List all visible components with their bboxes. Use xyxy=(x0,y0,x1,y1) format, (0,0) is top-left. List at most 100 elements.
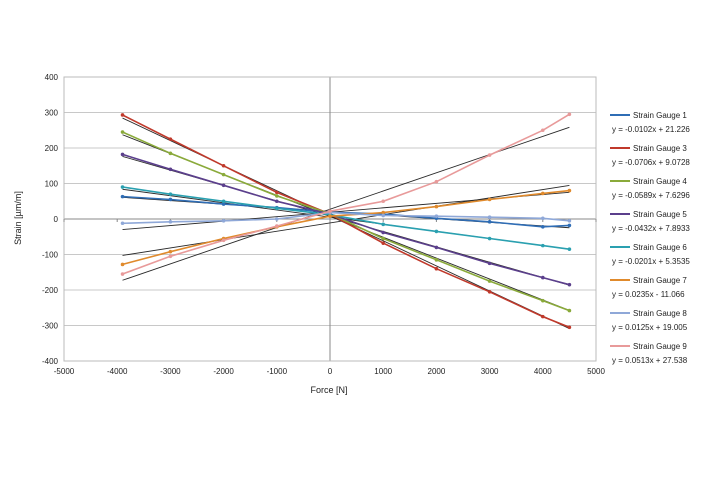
x-tick-label: 4000 xyxy=(534,367,552,376)
data-point xyxy=(381,222,386,227)
data-series-line xyxy=(122,153,570,286)
y-tick-label: -100 xyxy=(42,251,59,260)
data-point xyxy=(487,279,492,283)
legend-equation: y = -0.0589x + 7.6296 xyxy=(612,191,690,200)
data-point xyxy=(487,289,492,294)
x-tick-label: -4000 xyxy=(107,367,128,376)
data-point xyxy=(221,202,226,206)
data-point xyxy=(541,314,545,319)
data-point xyxy=(120,272,125,276)
legend-series-name: Strain Gauge 7 xyxy=(633,276,687,285)
legend-series-name: Strain Gauge 3 xyxy=(633,144,687,153)
data-point xyxy=(567,112,572,117)
data-point xyxy=(120,152,125,157)
data-point xyxy=(381,236,386,241)
data-point xyxy=(434,214,439,218)
x-tick-label: -1000 xyxy=(267,367,288,376)
data-point xyxy=(541,243,545,248)
data-point xyxy=(120,185,125,189)
data-point xyxy=(168,167,173,172)
legend-series-name: Strain Gauge 5 xyxy=(633,210,687,219)
data-point xyxy=(381,210,386,215)
data-point xyxy=(168,137,173,141)
data-point xyxy=(567,218,572,223)
data-point xyxy=(487,153,492,157)
x-tick-label: 2000 xyxy=(428,367,446,376)
data-point xyxy=(487,197,492,202)
data-point xyxy=(434,229,439,234)
data-point xyxy=(487,236,492,241)
data-point xyxy=(434,258,439,262)
y-tick-label: 200 xyxy=(45,144,59,153)
data-point xyxy=(567,188,572,193)
legend: Strain Gauge 1 y = -0.0102x + 21.226 Strai… xyxy=(610,111,690,365)
y-tick-label: -400 xyxy=(42,357,59,366)
legend-equation: y = -0.0432x + 7.8933 xyxy=(612,224,690,233)
y-tick-label: -300 xyxy=(42,322,59,331)
data-point xyxy=(567,308,572,313)
data-point xyxy=(275,190,279,195)
data-point xyxy=(275,206,279,211)
data-point xyxy=(567,223,572,228)
data-point xyxy=(567,282,572,287)
x-axis-title: Force [N] xyxy=(310,385,347,395)
data-point xyxy=(434,204,439,209)
y-tick-label: 300 xyxy=(45,109,59,118)
data-point xyxy=(381,241,386,245)
x-tick-label: -3000 xyxy=(160,367,181,376)
data-point xyxy=(487,220,492,224)
y-tick-label: -200 xyxy=(42,286,59,295)
data-point xyxy=(434,266,439,271)
legend-series-name: Strain Gauge 9 xyxy=(633,342,687,351)
x-tick-label: -2000 xyxy=(213,367,234,376)
legend-equation: y = 0.0235x - 11.066 xyxy=(612,290,685,299)
data-point xyxy=(434,245,439,250)
data-point xyxy=(381,213,386,218)
y-tick-label: 100 xyxy=(45,180,59,189)
data-point xyxy=(541,275,545,280)
series-layer xyxy=(120,112,572,330)
data-point xyxy=(381,230,386,235)
data-point xyxy=(275,194,279,198)
data-point xyxy=(434,179,439,184)
data-point xyxy=(221,218,226,223)
data-point xyxy=(168,220,173,224)
data-series-line xyxy=(122,113,570,275)
x-tick-label: 5000 xyxy=(587,367,605,376)
data-point xyxy=(168,192,173,196)
legend-series-name: Strain Gauge 8 xyxy=(633,309,687,318)
data-series-line xyxy=(122,114,570,329)
y-tick-label: 400 xyxy=(45,73,59,82)
data-point xyxy=(275,224,279,228)
data-point xyxy=(487,261,492,266)
data-point xyxy=(168,254,173,259)
data-series-line xyxy=(122,195,570,228)
data-point xyxy=(541,216,545,221)
legend-series-name: Strain Gauge 6 xyxy=(633,243,687,252)
legend-series-name: Strain Gauge 4 xyxy=(633,177,687,186)
legend-equation: y = -0.0706x + 9.0728 xyxy=(612,158,690,167)
x-tick-label: 1000 xyxy=(374,367,392,376)
data-point xyxy=(168,197,173,202)
data-point xyxy=(120,262,125,267)
legend-equation: y = 0.0125x + 19.005 xyxy=(612,323,688,332)
x-tick-label: -5000 xyxy=(54,367,75,376)
data-series-line xyxy=(122,211,570,225)
data-series-line xyxy=(122,186,570,250)
legend-equation: y = 0.0513x + 27.538 xyxy=(612,356,688,365)
data-point xyxy=(120,194,125,199)
x-tick-label: 0 xyxy=(328,367,333,376)
y-axis-title: Strain [µm/m] xyxy=(13,191,23,245)
data-point xyxy=(221,199,226,204)
data-point xyxy=(541,128,545,133)
data-point xyxy=(275,199,279,204)
data-point xyxy=(541,191,545,196)
trendline xyxy=(122,126,570,281)
data-point xyxy=(328,209,332,213)
data-point xyxy=(120,113,125,117)
data-point xyxy=(221,163,226,168)
data-point xyxy=(275,217,279,221)
y-tick-label: 0 xyxy=(54,215,59,224)
